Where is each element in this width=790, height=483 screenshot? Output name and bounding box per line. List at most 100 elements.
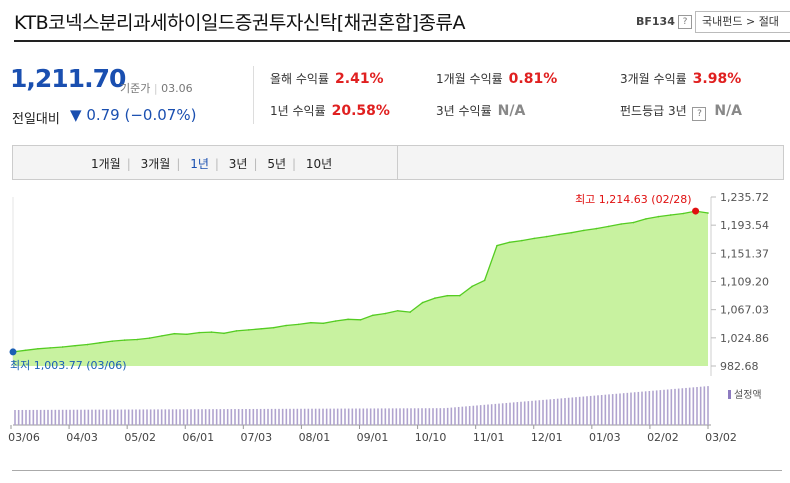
data-point (272, 326, 275, 329)
period-tabs: 1개월 | 3개월 | 1년 | 3년 | 5년 | 10년 (91, 157, 333, 171)
data-point (99, 342, 101, 344)
data-point (558, 233, 560, 236)
y-tick-label: 1,024.86 (720, 332, 769, 345)
x-tick-label: 04/03 (66, 431, 98, 444)
data-point (496, 244, 498, 247)
period-tab[interactable]: 5년 (267, 157, 286, 171)
x-tick-label: 10/10 (415, 431, 447, 444)
divider (397, 146, 398, 179)
x-tick-label: 01/03 (589, 431, 621, 444)
data-point (471, 285, 473, 288)
max-marker (692, 207, 700, 215)
data-point (521, 239, 523, 242)
volume-legend-label: 설정액 (734, 389, 762, 401)
data-point (334, 320, 337, 322)
data-point (446, 294, 449, 297)
metric-3y: 3년 수익률 N/A (436, 103, 526, 119)
data-point (595, 227, 598, 230)
y-tick-label: 982.68 (720, 360, 759, 373)
period-tab[interactable]: 3년 (228, 157, 248, 171)
y-tick-label: 1,235.72 (720, 191, 769, 204)
data-point (61, 346, 64, 348)
price-date: 03.06 (161, 82, 193, 95)
y-tick-label: 1,193.54 (720, 219, 769, 232)
data-point (620, 223, 622, 225)
data-point (136, 338, 138, 341)
data-point (322, 322, 325, 325)
breadcrumb[interactable]: 국내펀드 > 절대 (695, 11, 790, 33)
price-value: 1,211.70 (10, 64, 126, 93)
max-annotation: 최고 1,214.63 (02/28) (575, 193, 692, 206)
data-point (396, 309, 399, 312)
data-point (682, 212, 684, 215)
period-tab[interactable]: 1개월 (91, 157, 121, 171)
down-arrow-icon: ▼ (70, 106, 82, 124)
x-tick-label: 11/01 (473, 431, 505, 444)
data-point (434, 297, 436, 299)
title-row: KTB코넥스분리과세하이일드증권투자신탁[채권혼합]종류A BF134 ? 국내… (14, 6, 790, 42)
price-basis: 기준가 | 03.06 (120, 82, 193, 95)
data-point (409, 311, 411, 313)
data-point (185, 333, 188, 336)
data-point (372, 314, 374, 317)
data-point (508, 241, 511, 244)
x-tick-label: 06/01 (182, 431, 214, 444)
data-point (570, 231, 573, 234)
price-chart: 1,235.72 1,193.54 1,151.37 1,109.20 1,067.03… (8, 191, 769, 444)
data-point (707, 212, 709, 214)
change-amount: 0.79 (−0.07%) (86, 106, 197, 124)
period-tab[interactable]: 10년 (305, 157, 333, 171)
x-tick-label: 09/01 (357, 431, 389, 444)
data-point (310, 321, 312, 324)
data-point (347, 318, 349, 321)
help-icon[interactable]: ? (692, 107, 707, 121)
data-point (123, 339, 126, 341)
data-point (74, 344, 76, 347)
metric-1m: 1개월 수익률 0.81% (436, 71, 558, 87)
data-point (483, 279, 486, 282)
data-point (384, 312, 387, 315)
data-point (111, 340, 114, 342)
fund-code: BF134 (636, 15, 675, 28)
data-point (86, 343, 89, 346)
divider (12, 470, 782, 471)
data-point (297, 323, 300, 326)
x-tick-label: 03/02 (705, 431, 737, 444)
fund-title: KTB코넥스분리과세하이일드증권투자신탁[채권혼합]종류A (14, 12, 466, 34)
x-tick-label: 03/06 (8, 431, 40, 444)
metric-1y: 1년 수익률 20.58% (270, 103, 390, 119)
divider (253, 66, 254, 124)
x-tick-label: 07/03 (240, 431, 272, 444)
x-tick-label: 02/02 (647, 431, 679, 444)
metric-grade: 펀드등급 3년 ? N/A (620, 103, 742, 121)
data-point (260, 327, 263, 330)
volume-legend-swatch (728, 390, 731, 399)
data-point (583, 229, 585, 232)
min-marker (9, 348, 17, 356)
change-label: 전일대비 (12, 112, 60, 127)
data-point (49, 347, 52, 349)
data-point (657, 215, 660, 218)
data-point (285, 324, 287, 327)
data-point (248, 329, 250, 331)
data-point (607, 225, 610, 228)
data-point (161, 335, 163, 337)
help-icon[interactable]: ? (678, 15, 692, 29)
data-point (632, 221, 635, 224)
period-tab[interactable]: 3개월 (140, 157, 171, 171)
min-annotation: 최저 1,003.77 (03/06) (10, 359, 127, 372)
data-point (359, 319, 362, 321)
x-tick-label: 08/01 (299, 431, 331, 444)
y-tick-label: 1,067.03 (720, 304, 769, 317)
data-point (421, 301, 424, 304)
x-tick-label: 12/01 (531, 431, 563, 444)
change-value: ▼ 0.79 (−0.07%) (70, 106, 196, 124)
data-point (173, 332, 176, 335)
period-tab-active[interactable]: 1년 (190, 157, 209, 171)
data-point (148, 337, 151, 339)
data-point (210, 331, 213, 333)
data-point (669, 214, 672, 216)
data-point (545, 235, 548, 238)
y-tick-label: 1,109.20 (720, 276, 769, 289)
data-point (235, 330, 238, 332)
